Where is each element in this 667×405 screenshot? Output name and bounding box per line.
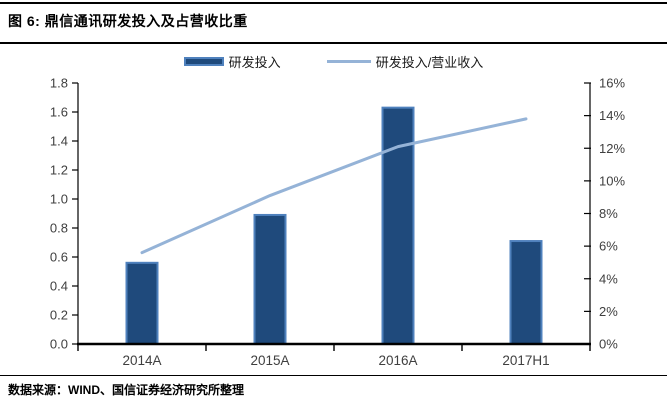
right-axis-tick-label: 0%: [599, 337, 618, 352]
left-axis-tick-label: 1.6: [50, 105, 68, 120]
x-axis-category-label: 2016A: [378, 353, 417, 368]
bottom-rule: [0, 375, 667, 376]
right-axis-tick-label: 2%: [599, 304, 618, 319]
title-separator-rule: [0, 42, 667, 44]
line-series-label: 研发投入/营业收入: [375, 55, 484, 70]
chart-svg: 0.0 0.2 0.4 0.6 0.8 1.0 1.2 1.4 1.6 1.8 0% 2% 4% 6% 8%…: [50, 76, 626, 368]
left-axis-tick-label: 0.8: [50, 221, 68, 236]
line-series-path: [140, 117, 528, 255]
left-axis-tick-label: 1.8: [50, 76, 68, 91]
chart-legend: 研发投入 研发投入/营业收入: [0, 52, 667, 71]
legend-item-bar-series: 研发投入: [183, 52, 281, 71]
left-axis-tick-label: 0.4: [50, 279, 68, 294]
line-series-swatch: [326, 60, 371, 63]
left-axis-tick-label: 1.4: [50, 134, 68, 149]
data-source-note: 数据来源：WIND、国信证券经济研究所整理: [8, 383, 244, 397]
bar-2014A: [125, 261, 159, 345]
left-axis-tick-label: 0.0: [50, 337, 68, 352]
left-axis-tick-label: 1.0: [50, 192, 68, 207]
left-axis-tick-label: 1.2: [50, 163, 68, 178]
chart-area: 0.0 0.2 0.4 0.6 0.8 1.0 1.2 1.4 1.6 1.8 0% 2% 4% 6% 8%…: [0, 75, 667, 375]
left-axis-tick-label: 0.2: [50, 308, 68, 323]
x-axis-category-label: 2014A: [122, 353, 161, 368]
left-axis-tick-label: 0.6: [50, 250, 68, 265]
right-axis-tick-label: 8%: [599, 206, 618, 221]
figure-title: 图 6: 鼎信通讯研发投入及占营收比重: [8, 13, 248, 29]
bar-2016A: [381, 106, 415, 346]
bar-2015A: [253, 213, 287, 345]
x-axis-category-label: 2017H1: [502, 353, 549, 368]
bar-2017H1: [509, 240, 543, 345]
legend-item-line-series: 研发投入/营业收入: [326, 52, 484, 71]
right-axis-tick-label: 6%: [599, 239, 618, 254]
right-axis-tick-label: 10%: [599, 173, 625, 188]
right-axis-tick-label: 12%: [599, 141, 625, 156]
bar-series-swatch: [183, 57, 224, 66]
right-axis-tick-label: 16%: [599, 76, 625, 91]
right-axis-tick-label: 14%: [599, 108, 625, 123]
bar-series-label: 研发投入: [228, 55, 281, 70]
top-rule: [0, 2, 667, 4]
right-axis-tick-label: 4%: [599, 271, 618, 286]
x-axis-category-label: 2015A: [250, 353, 289, 368]
